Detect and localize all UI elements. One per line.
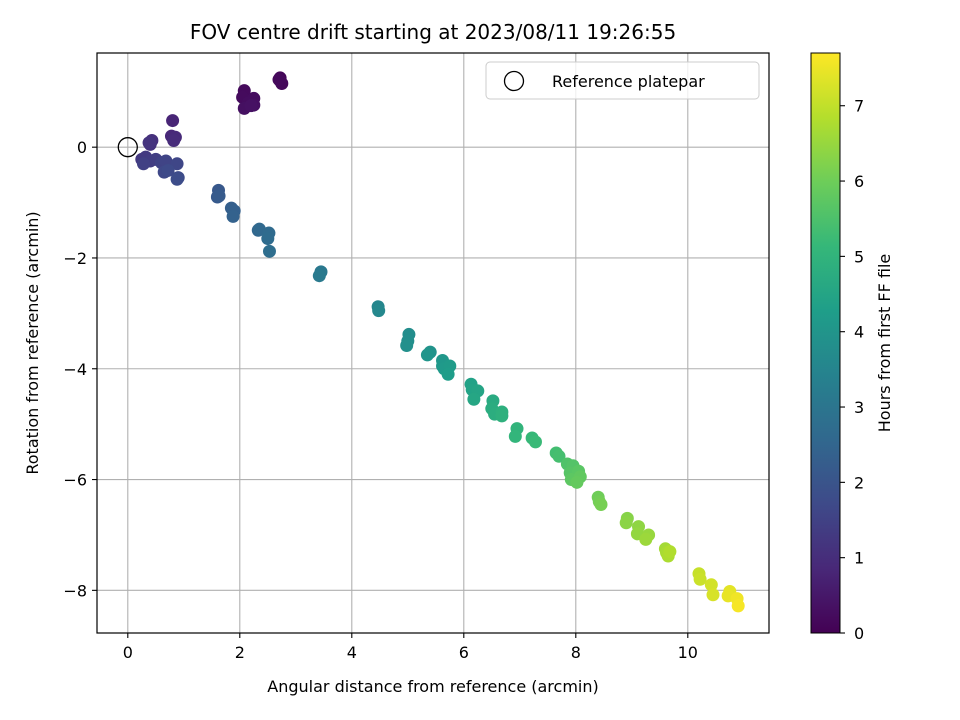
data-point bbox=[400, 338, 414, 352]
data-point bbox=[372, 304, 386, 318]
y-tick-label: −2 bbox=[63, 249, 87, 268]
data-point bbox=[704, 578, 718, 592]
data-points bbox=[117, 71, 745, 613]
data-point bbox=[167, 134, 181, 148]
data-point bbox=[244, 99, 258, 113]
colorbar-ticks: 0 1 2 3 4 5 6 7 bbox=[840, 97, 864, 643]
x-tick-label: 4 bbox=[347, 643, 357, 662]
y-tick-label: −8 bbox=[63, 581, 87, 600]
data-point bbox=[508, 429, 522, 443]
data-point bbox=[663, 545, 677, 559]
x-axis-ticks: 0 2 4 6 8 10 bbox=[123, 633, 698, 662]
colorbar-tick-label: 3 bbox=[854, 398, 864, 417]
y-axis-ticks: 0 −2 −4 −6 −8 bbox=[63, 138, 97, 600]
y-axis-label: Rotation from reference (arcmin) bbox=[23, 211, 42, 474]
y-tick-label: 0 bbox=[77, 138, 87, 157]
plot-frame bbox=[96, 52, 770, 634]
x-tick-label: 2 bbox=[235, 643, 245, 662]
data-point bbox=[528, 435, 542, 449]
colorbar bbox=[810, 52, 841, 634]
data-point bbox=[495, 409, 509, 423]
data-point bbox=[619, 516, 633, 530]
colorbar-tick-label: 6 bbox=[854, 172, 864, 191]
data-point bbox=[570, 475, 584, 489]
data-point bbox=[441, 367, 455, 381]
data-point bbox=[706, 588, 720, 602]
data-point bbox=[552, 449, 566, 463]
colorbar-tick-label: 4 bbox=[854, 323, 864, 342]
data-point bbox=[262, 244, 276, 258]
data-point bbox=[161, 163, 175, 177]
data-point bbox=[467, 392, 481, 406]
data-point bbox=[212, 189, 226, 203]
legend-marker-reference bbox=[503, 70, 525, 92]
data-point bbox=[639, 532, 653, 546]
data-point bbox=[166, 114, 180, 128]
legend-box bbox=[485, 61, 760, 100]
colorbar-tick-label: 2 bbox=[854, 473, 864, 492]
data-point bbox=[170, 172, 184, 186]
data-point bbox=[693, 572, 707, 586]
chart-title: FOV centre drift starting at 2023/08/11 … bbox=[190, 20, 676, 44]
x-tick-label: 0 bbox=[123, 643, 133, 662]
grid-lines bbox=[97, 53, 769, 633]
data-point bbox=[594, 497, 608, 511]
data-point bbox=[261, 232, 275, 246]
colorbar-tick-label: 0 bbox=[854, 624, 864, 643]
x-tick-label: 6 bbox=[459, 643, 469, 662]
data-point bbox=[420, 348, 434, 362]
data-point bbox=[312, 269, 326, 283]
colorbar-label: Hours from first FF file bbox=[875, 254, 894, 433]
legend-label-reference: Reference platepar bbox=[552, 72, 705, 91]
colorbar-tick-label: 1 bbox=[854, 549, 864, 568]
y-tick-label: −4 bbox=[63, 360, 87, 379]
data-point bbox=[142, 136, 156, 150]
y-tick-label: −6 bbox=[63, 471, 87, 490]
colorbar-tick-label: 7 bbox=[854, 97, 864, 116]
legend: Reference platepar bbox=[485, 61, 760, 100]
data-point bbox=[272, 73, 286, 87]
x-tick-label: 10 bbox=[678, 643, 698, 662]
colorbar-tick-label: 5 bbox=[854, 247, 864, 266]
data-point bbox=[136, 157, 150, 171]
x-axis-label: Angular distance from reference (arcmin) bbox=[267, 677, 598, 696]
data-point bbox=[170, 157, 184, 171]
data-point bbox=[731, 599, 745, 613]
data-point bbox=[226, 209, 240, 223]
reference-marker bbox=[117, 137, 138, 158]
x-tick-label: 8 bbox=[571, 643, 581, 662]
